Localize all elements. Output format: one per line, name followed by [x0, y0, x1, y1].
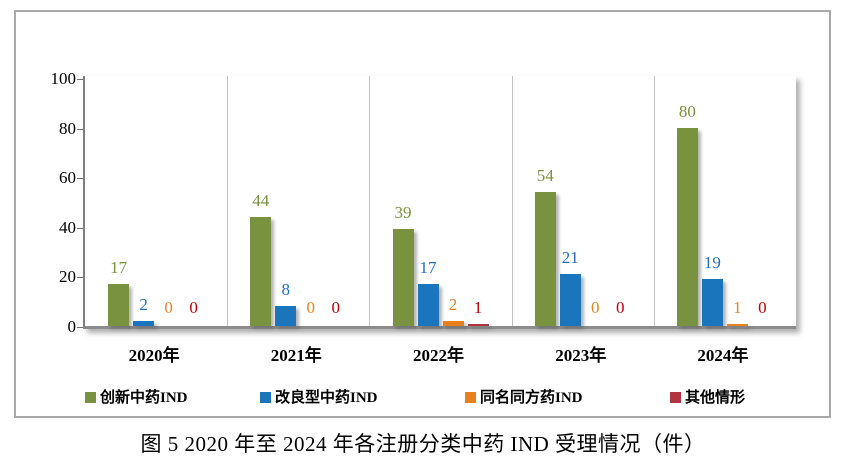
y-tick-label: 60: [59, 168, 76, 188]
legend-swatch: [85, 392, 96, 403]
x-category-label: 2023年: [555, 346, 607, 365]
x-category-label: 2024年: [697, 346, 749, 365]
bar-改良型中药IND-2021年: [275, 306, 297, 326]
y-tick-mark: [77, 327, 83, 328]
y-tick-label: 100: [50, 69, 77, 88]
y-tick-label: 20: [59, 267, 76, 287]
x-category-label: 2022年: [412, 346, 464, 365]
category-separator: [653, 76, 655, 326]
category-separator: [369, 76, 371, 326]
bar-value-label: 0: [164, 298, 173, 317]
bar-value-label: 0: [331, 298, 341, 317]
category-separator: [511, 76, 513, 326]
bar-value-label: 1: [733, 297, 742, 317]
legend-label: 改良型中药IND: [275, 390, 378, 406]
y-tick-label: 80: [59, 118, 76, 138]
bar-value-label: 54: [536, 166, 554, 186]
bar-改良型中药IND-2020年: [133, 321, 155, 326]
bar-value-label: 44: [252, 190, 270, 210]
bar-改良型中药IND-2023年: [559, 273, 581, 326]
bar-改良型中药IND-2022年: [417, 283, 439, 326]
bar-value-label: 39: [394, 203, 412, 223]
figure-caption: 图 5 2020 年至 2024 年各注册分类中药 IND 受理情况（件）: [140, 432, 706, 456]
bar-value-label: 8: [281, 280, 291, 300]
legend-item-其他情形: 其他情形: [670, 386, 745, 406]
y-tick-mark: [77, 277, 83, 279]
bar-创新中药IND-2023年: [534, 192, 556, 326]
bar-value-label: 2: [448, 295, 458, 315]
bar-value-label: 0: [189, 298, 198, 317]
bar-同名同方药IND-2022年: [442, 321, 464, 326]
legend-item-创新中药IND: 创新中药IND: [85, 386, 188, 406]
y-tick-label: 0: [67, 317, 77, 336]
bar-value-label: 0: [590, 298, 600, 317]
bar-value-label: 80: [678, 101, 696, 121]
bar-改良型中药IND-2024年: [701, 278, 723, 326]
legend-item-同名同方药IND: 同名同方药IND: [465, 386, 583, 406]
legend-label: 创新中药IND: [100, 390, 188, 406]
legend-item-改良型中药IND: 改良型中药IND: [260, 386, 378, 406]
legend-swatch: [670, 392, 681, 403]
y-tick-mark: [77, 128, 83, 130]
bar-value-label: 0: [615, 298, 625, 317]
bar-同名同方药IND-2024年: [726, 323, 748, 326]
bar-创新中药IND-2021年: [250, 216, 272, 326]
x-category-label: 2020年: [128, 346, 180, 365]
bar-value-label: 0: [758, 298, 767, 317]
x-category-label: 2021年: [270, 346, 322, 365]
y-tick-mark: [77, 178, 83, 180]
bar-value-label: 1: [473, 297, 483, 317]
bar-value-label: 19: [703, 252, 721, 272]
bar-value-label: 21: [561, 247, 579, 267]
y-tick-label: 40: [59, 217, 76, 237]
bar-value-label: 17: [110, 257, 128, 277]
bar-value-label: 17: [419, 257, 437, 277]
legend-swatch: [260, 392, 271, 403]
category-separator: [227, 76, 229, 326]
y-tick-mark: [77, 79, 83, 80]
plot-area: 17 44 39 54 80 2 8 17 21 19 0 0 2 0 1 0 0 1 0 0: [83, 76, 796, 329]
bar-value-label: 2: [139, 295, 148, 315]
legend-label: 同名同方药IND: [480, 390, 583, 406]
legend-label: 其他情形: [685, 390, 746, 406]
legend-swatch: [465, 392, 476, 403]
bar-其他情形-2022年: [467, 323, 489, 326]
bar-创新中药IND-2022年: [392, 229, 414, 326]
bar-value-label: 0: [306, 298, 316, 317]
chart-figure: 17 44 39 54 80 2 8 17 21 19 0 0 2 0 1 0 0 1 0 0 2020年 2021年 2…: [14, 10, 831, 418]
y-tick-mark: [77, 227, 83, 229]
bar-创新中药IND-2024年: [676, 127, 698, 326]
bar-创新中药IND-2020年: [108, 283, 130, 326]
